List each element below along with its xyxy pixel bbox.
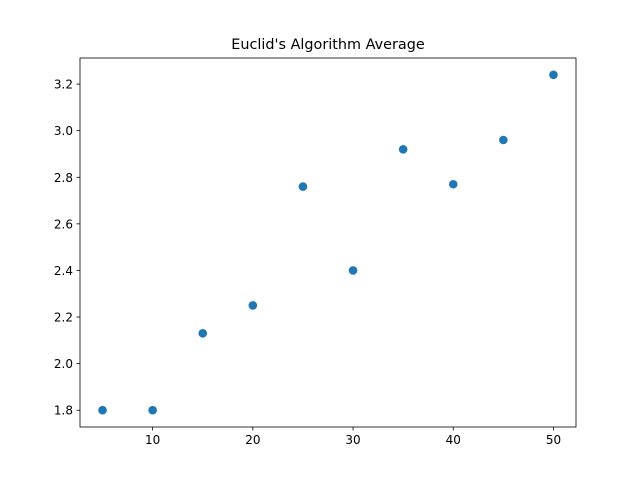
x-tick-label: 30 <box>345 433 360 447</box>
data-point <box>248 301 258 310</box>
y-tick-label: 3.2 <box>54 78 73 92</box>
x-tick-label: 50 <box>546 433 561 447</box>
data-point <box>148 405 157 415</box>
data-point <box>398 145 408 154</box>
y-tick-label: 3.0 <box>54 124 73 138</box>
y-tick-label: 2.4 <box>54 264 73 278</box>
plot-area: 10 20 30 40 50 1.8 2.0 2.2 2.4 2.6 2.8 3.0 3.2 <box>54 57 577 447</box>
x-tick-label: 20 <box>245 433 260 447</box>
data-point <box>499 135 508 145</box>
axes-frame <box>79 57 577 428</box>
data-point <box>448 179 458 189</box>
y-tick-label: 1.8 <box>54 404 73 418</box>
data-point <box>549 70 558 80</box>
data-point <box>348 266 358 275</box>
y-tick-label: 2.8 <box>54 171 73 185</box>
chart-title: Euclid's Algorithm Average <box>231 37 425 53</box>
x-tick-label: 40 <box>446 433 461 447</box>
x-tick-label: 10 <box>145 433 160 447</box>
y-tick-label: 2.6 <box>54 217 73 231</box>
data-point <box>198 329 208 338</box>
y-tick-label: 2.0 <box>54 357 73 371</box>
y-tick-label: 2.2 <box>54 311 73 325</box>
data-point <box>298 182 308 191</box>
data-point <box>98 405 107 415</box>
